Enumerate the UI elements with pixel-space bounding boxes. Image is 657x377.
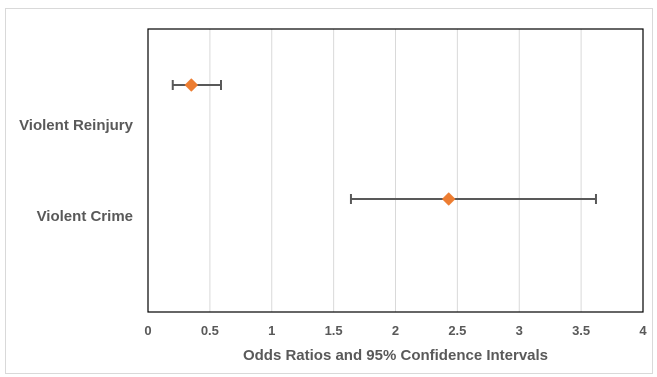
x-tick-label: 0.5 (201, 323, 219, 338)
error-bars (171, 80, 597, 204)
x-tick-label: 4 (639, 323, 647, 338)
category-label: Violent Crime (37, 208, 133, 225)
x-tick-label: 2.5 (448, 323, 466, 338)
x-tick-label: 0 (144, 323, 151, 338)
x-tick-label: 3 (516, 323, 523, 338)
point-marker (184, 78, 199, 92)
chart-frame (5, 8, 653, 374)
plot-area (147, 28, 644, 313)
x-tick-label: 3.5 (572, 323, 590, 338)
point-markers (184, 78, 456, 206)
x-axis-title: Odds Ratios and 95% Confidence Intervals (243, 347, 548, 364)
x-tick-label: 1.5 (325, 323, 343, 338)
x-tick-label: 2 (392, 323, 399, 338)
category-label: Violent Reinjury (19, 117, 134, 134)
gridlines (209, 29, 582, 312)
x-tick-label: 1 (268, 323, 275, 338)
point-marker (441, 192, 456, 206)
x-tick-labels: 0 0.5 1 1.5 2 2.5 3 3.5 4 (144, 323, 647, 338)
category-labels: Violent Reinjury Violent Crime (19, 117, 134, 225)
